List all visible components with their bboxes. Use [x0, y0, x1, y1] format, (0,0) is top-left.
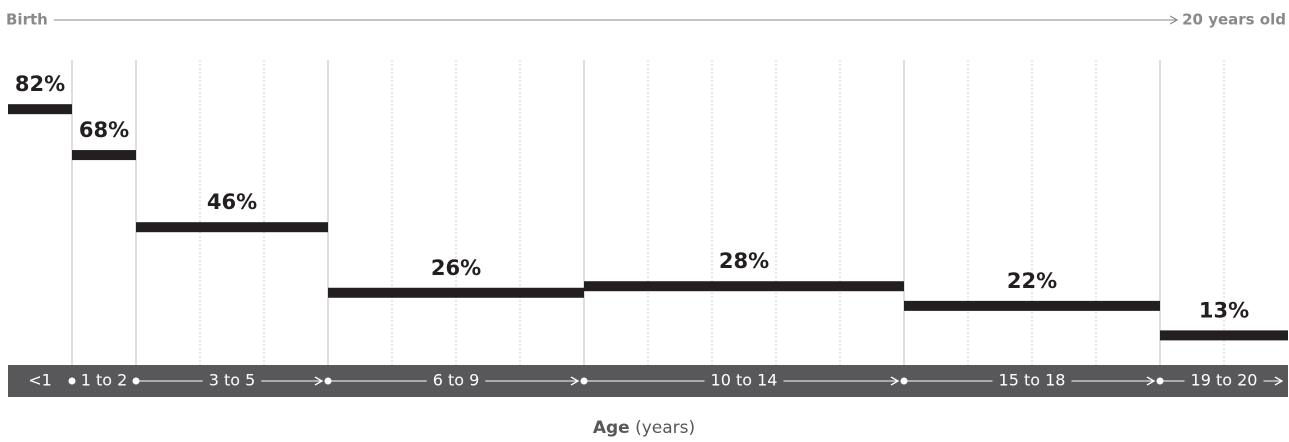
bar — [904, 300, 1160, 311]
band-dot — [68, 377, 76, 385]
category-label: <1 — [28, 371, 52, 390]
value-label: 13% — [1199, 298, 1249, 322]
category-label: 6 to 9 — [433, 371, 480, 390]
category-label: 19 to 20 — [1191, 371, 1258, 390]
x-label-unit: (years) — [635, 418, 695, 438]
category-label: 10 to 14 — [711, 371, 778, 390]
end-label: 20 years old — [1182, 11, 1286, 29]
start-label: Birth — [6, 11, 48, 29]
value-label: 28% — [719, 249, 769, 273]
category-label: 15 to 18 — [999, 371, 1066, 390]
value-label: 82% — [15, 72, 65, 96]
x-axis-label: Age (years) — [593, 418, 695, 438]
band-arrow — [1146, 376, 1156, 386]
bar — [328, 287, 584, 298]
band-arrow — [314, 376, 324, 386]
category-label: 3 to 5 — [209, 371, 256, 390]
bar — [136, 222, 328, 233]
value-label: 68% — [79, 118, 129, 142]
band-arrow — [890, 376, 900, 386]
value-label: 22% — [1007, 269, 1057, 293]
bar — [72, 150, 136, 161]
value-label: 46% — [207, 190, 257, 214]
band-arrow — [1274, 376, 1284, 386]
category-label: 1 to 2 — [81, 371, 128, 390]
bar — [584, 281, 904, 292]
bar — [1160, 330, 1288, 341]
band-arrow — [570, 376, 580, 386]
bar — [8, 104, 72, 115]
x-label: Age — [593, 418, 630, 438]
value-label: 26% — [431, 256, 481, 280]
top-arrow-head — [1169, 15, 1179, 25]
